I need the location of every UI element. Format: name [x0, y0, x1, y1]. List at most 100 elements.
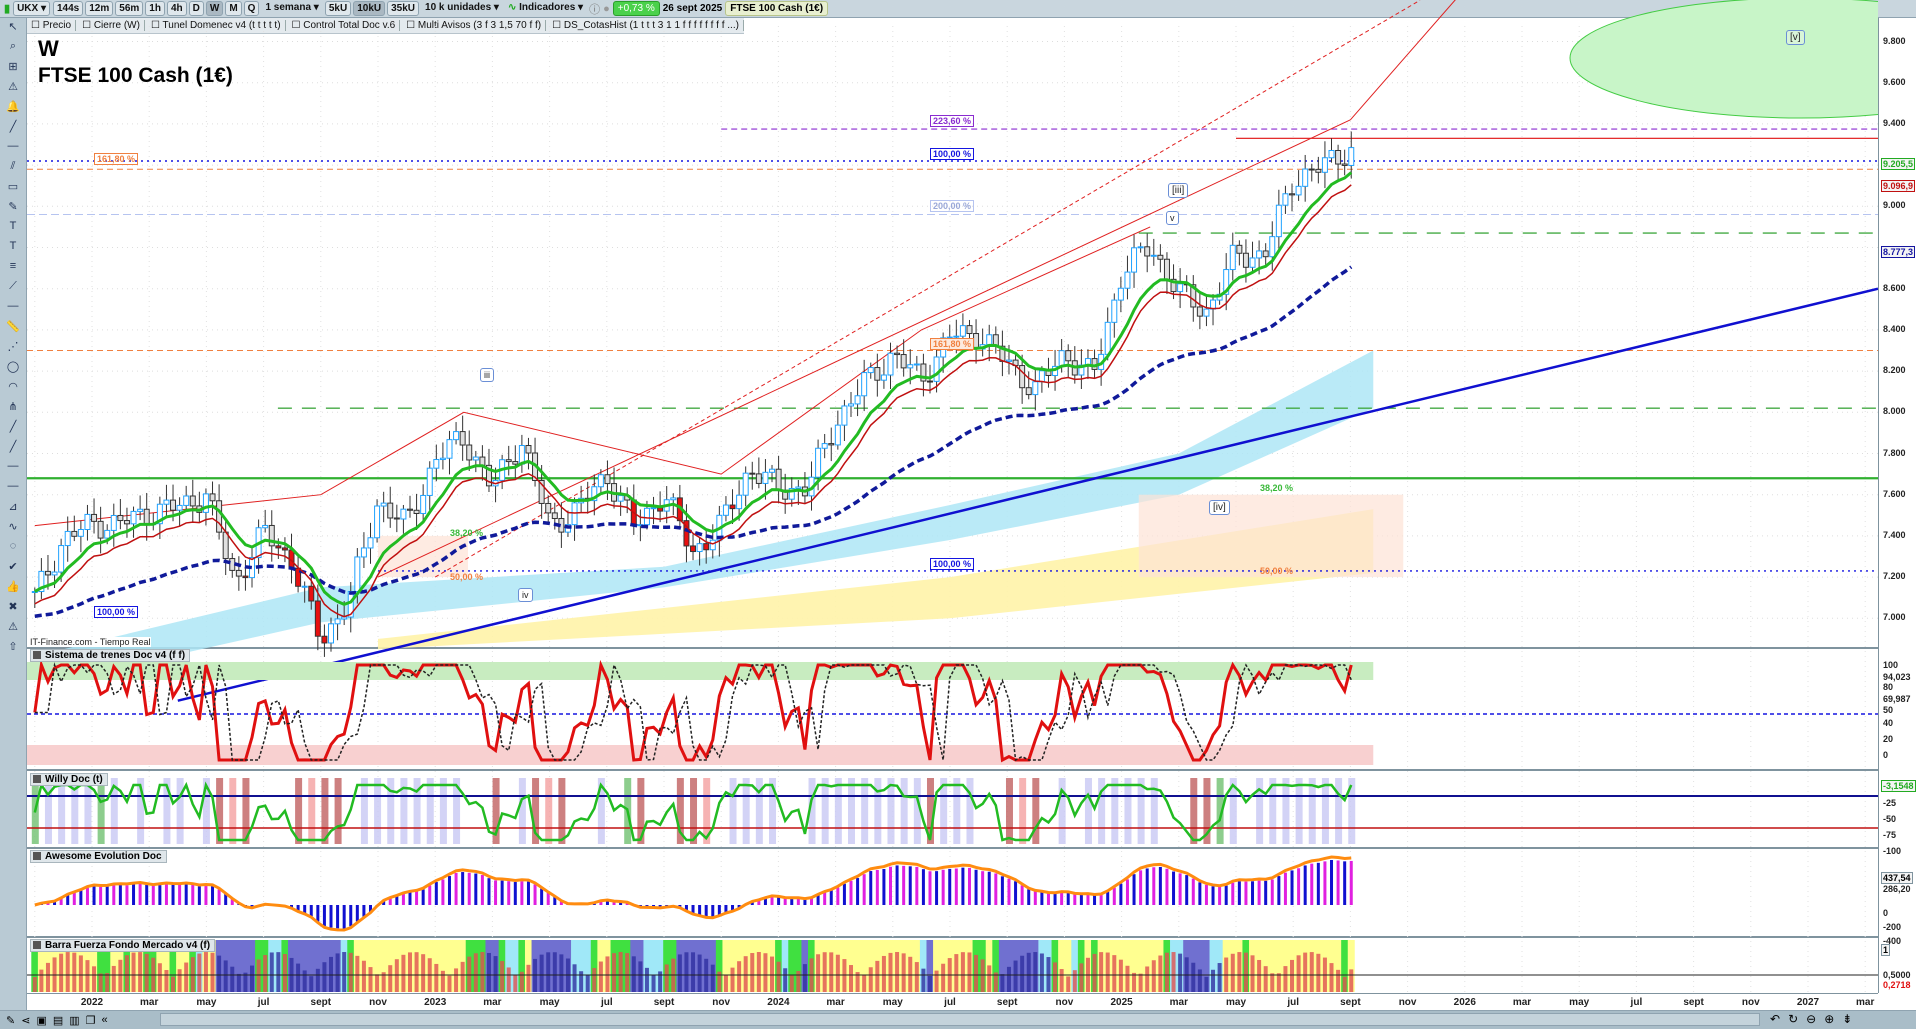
legend-item[interactable]: ☐ Cierre (W) [78, 20, 145, 31]
wave-tool-icon[interactable]: ∿ [8, 521, 18, 533]
layout-icon[interactable]: ▥ [69, 1014, 80, 1027]
period-select[interactable]: 1 semana ▾ [265, 2, 319, 13]
time-tick-label: 2027 [1796, 997, 1820, 1008]
horizontal-scrollbar[interactable] [160, 1013, 1760, 1026]
timeframe-M[interactable]: M [225, 1, 242, 16]
legend-item[interactable]: ☐ Control Total Doc v.6 [288, 20, 401, 31]
barra-bar [118, 959, 123, 992]
text2-tool-icon[interactable]: T [9, 240, 17, 252]
timeframe-12m[interactable]: 12m [85, 1, 114, 16]
text-tool-icon[interactable]: T [9, 220, 17, 232]
timeframe-144s[interactable]: 144s [53, 1, 84, 16]
legend-item[interactable]: ☐ Tunel Domenec v4 (t t t t t) [147, 20, 286, 31]
delete-tool-icon[interactable]: ✖ [8, 601, 18, 613]
timeframe-Q[interactable]: Q [243, 1, 260, 16]
ellipse-tool-icon[interactable]: ◯ [6, 361, 20, 373]
undo-icon[interactable]: ↶ [1770, 1012, 1781, 1026]
time-tick-label: may [1569, 997, 1590, 1008]
barra-bar [967, 952, 972, 992]
zoom-box-tool-icon[interactable]: ⊞ [8, 61, 18, 73]
panel-title-barra[interactable]: Barra Fuerza Fondo Mercado v4 (f) [30, 939, 216, 952]
indicators-button[interactable]: ∿ Indicadores ▾ [507, 2, 584, 13]
time-axis[interactable]: 2022 mar may jul sept nov 2023 mar may jul sept nov… [27, 993, 1878, 1010]
awesome-bar [1093, 895, 1097, 905]
windows-icon[interactable]: ❐ [85, 1014, 96, 1027]
trend2-tool-icon[interactable]: ╱ [9, 441, 17, 453]
hline3-tool-icon[interactable]: — [7, 460, 19, 472]
arc-tool-icon[interactable]: ◠ [8, 381, 18, 393]
zoom-tool-icon[interactable]: ⌕ [9, 40, 17, 52]
candle [485, 464, 492, 487]
check-tool-icon[interactable]: ✔ [8, 561, 18, 573]
timeframe-D[interactable]: D [188, 1, 204, 16]
awesome-bar [750, 901, 754, 905]
awesome-bar [777, 896, 781, 905]
unit-10kU[interactable]: 10kU [353, 1, 386, 16]
barra-bar [480, 952, 485, 992]
fib-label-382-left: 38,20 % [450, 528, 484, 538]
candle [1203, 308, 1210, 317]
zoom-out-icon[interactable]: ⊖ [1806, 1012, 1817, 1026]
pen-tool-icon[interactable]: ✎ [8, 201, 18, 213]
share-icon[interactable]: ⋖ [21, 1014, 31, 1027]
hline2-tool-icon[interactable]: — [7, 300, 19, 312]
candle [222, 531, 229, 560]
fan-tool-icon[interactable]: ⋰ [7, 341, 19, 353]
price-axis[interactable]: 9.800 9.600 9.400 9.000 8.600 8.400 8.200 8.000… [1878, 18, 1916, 993]
timeframe-1h[interactable]: 1h [145, 1, 165, 16]
barra-bg [656, 940, 664, 992]
barra-bg [90, 940, 98, 992]
barra-bg [992, 940, 1000, 992]
gann-tool-icon[interactable]: ⊿ [8, 501, 18, 513]
channel-tool-icon[interactable]: ⫽ [10, 160, 16, 172]
timeframe-56m[interactable]: 56m [115, 1, 144, 16]
line-tool-icon[interactable]: ╱ [9, 121, 17, 133]
pitch-tool-icon[interactable]: ⋔ [8, 401, 18, 413]
barra-bar [921, 968, 926, 992]
trend-tool-icon[interactable]: ╱ [9, 421, 17, 433]
fib-tool-icon[interactable]: ≡ [9, 260, 17, 272]
unit-5kU[interactable]: 5kU [324, 1, 352, 16]
legend-item[interactable]: ☐ Precio [27, 20, 77, 31]
collapse-icon[interactable]: « [101, 1014, 108, 1026]
awesome-bar [1132, 874, 1136, 905]
axis-tick-label: -25 [1883, 798, 1897, 808]
refresh-icon[interactable]: ↻ [1788, 1012, 1799, 1026]
units-select[interactable]: 10 k unidades ▾ [425, 2, 499, 13]
cursor-tool-icon[interactable]: ↖ [8, 21, 18, 33]
alert-tool-icon[interactable]: ⚠ [8, 81, 18, 93]
barra-bar [960, 952, 965, 992]
hline4-tool-icon[interactable]: — [7, 480, 19, 492]
trenes-black-line [34, 662, 1352, 762]
legend-item[interactable]: ☐ DS_CotasHist (1 t t t 3 1 1 f f f f f … [548, 20, 744, 31]
pencil-icon[interactable]: ✎ [6, 1014, 16, 1027]
info-icon[interactable]: ⓘ [589, 3, 601, 16]
symbol-select[interactable]: UKX ▾ [13, 1, 50, 16]
chart-canvas[interactable] [0, 0, 1878, 993]
ruler-tool-icon[interactable]: 📏 [6, 321, 20, 333]
zoom-in-icon[interactable]: ⊕ [1824, 1012, 1835, 1026]
panel-title-awesome[interactable]: Awesome Evolution Doc [30, 850, 167, 863]
rect-tool-icon[interactable]: ▭ [7, 181, 19, 193]
bell-tool-icon[interactable]: 🔔 [6, 101, 20, 113]
panel-title-trenes[interactable]: Sistema de trenes Doc v4 (f f) [30, 649, 191, 662]
fit-icon[interactable]: ⇟ [1842, 1012, 1853, 1026]
unit-35kU[interactable]: 35kU [387, 1, 420, 16]
ray-tool-icon[interactable]: ⟋ [9, 280, 17, 292]
timeframe-W[interactable]: W [205, 1, 224, 16]
chat-icon[interactable]: ▣ [36, 1014, 47, 1027]
axis-tick-label: 50 [1883, 705, 1894, 715]
legend-item[interactable]: ☐ Multi Avisos (3 f 3 1,5 70 f f) [402, 20, 547, 31]
cycle-tool-icon[interactable]: ◌ [9, 540, 17, 552]
timeframe-4h[interactable]: 4h [166, 1, 187, 16]
barra-bar [868, 967, 873, 992]
willy-band [334, 778, 342, 844]
thumb-tool-icon[interactable]: 👍 [6, 581, 20, 593]
candle [314, 600, 321, 637]
hline-tool-icon[interactable]: — [7, 140, 19, 152]
report-icon[interactable]: ▤ [52, 1014, 64, 1027]
up-tool-icon[interactable]: ⇧ [8, 641, 18, 653]
warning-tool-icon[interactable]: ⚠ [8, 621, 18, 633]
chart-icon[interactable]: ▮ [4, 3, 11, 15]
panel-title-willy[interactable]: Willy Doc (t) [30, 773, 108, 786]
